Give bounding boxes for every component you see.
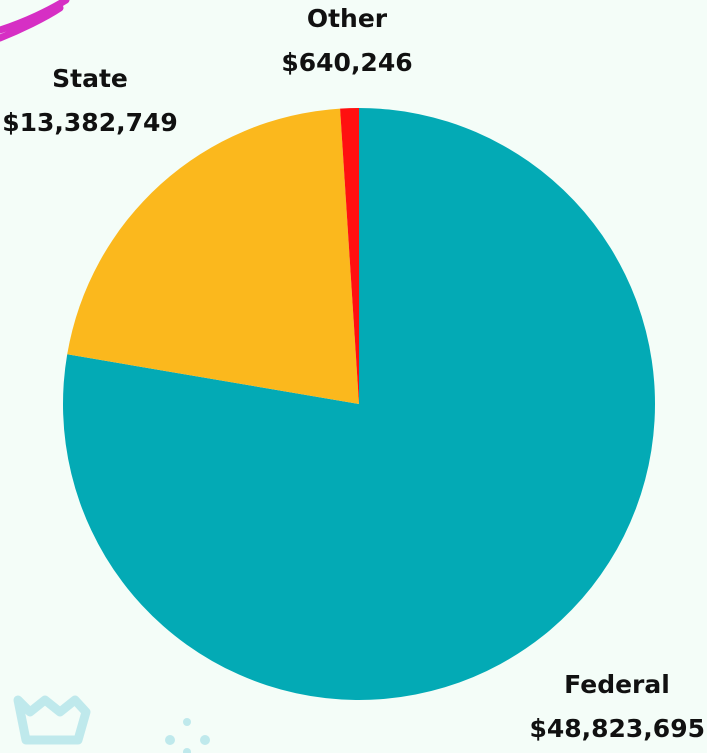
slice-label: Other [307,4,388,33]
value-label: $640,246 [281,48,412,77]
slice-label: Federal [564,670,670,699]
value-label: $48,823,695 [529,714,705,743]
value-label: $13,382,749 [2,108,178,137]
slice-label: State [52,64,128,93]
chart: Federal $48,823,695 State $13,382,749 Other $… [0,0,707,753]
pie [63,108,655,700]
